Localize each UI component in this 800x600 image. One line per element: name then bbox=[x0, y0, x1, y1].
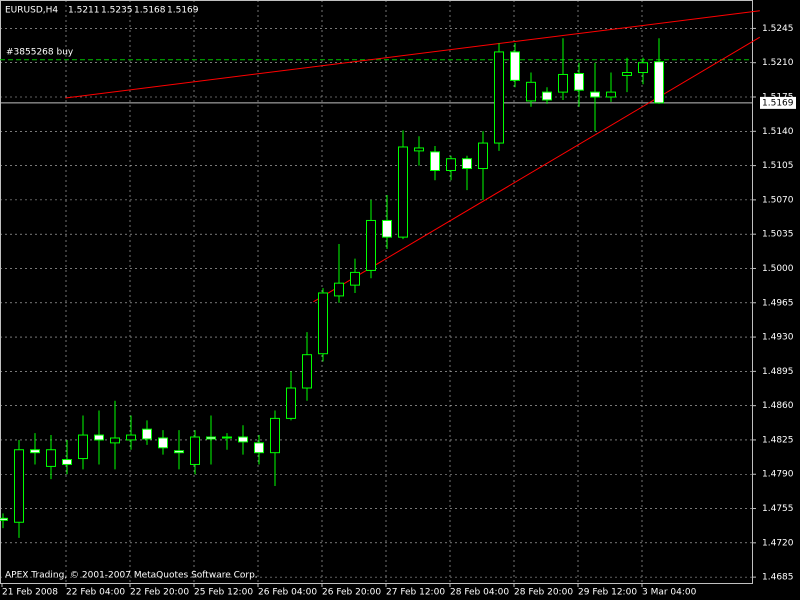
header-close: 1.5169 bbox=[167, 6, 199, 16]
x-tick-label: 29 Feb 12:00 bbox=[578, 588, 637, 598]
candle-body bbox=[174, 450, 184, 454]
candle-body bbox=[542, 91, 552, 101]
x-tick-label: 27 Feb 12:00 bbox=[386, 588, 445, 598]
candle-body bbox=[510, 51, 520, 81]
trendline bbox=[65, 10, 760, 99]
candle-body bbox=[382, 219, 392, 238]
plot-frame bbox=[0, 0, 753, 584]
candle-body bbox=[494, 51, 504, 144]
x-tick-label: 28 Feb 20:00 bbox=[514, 588, 573, 598]
x-tick-label: 22 Feb 04:00 bbox=[66, 588, 125, 598]
candle-body bbox=[318, 292, 328, 355]
y-tick-label: 1.4895 bbox=[762, 367, 794, 377]
y-tick-label: 1.4965 bbox=[762, 298, 794, 308]
y-tick-label: 1.4930 bbox=[762, 333, 794, 343]
candle-body bbox=[222, 436, 232, 439]
candle-body bbox=[414, 147, 424, 152]
x-tick-label: 21 Feb 2008 bbox=[2, 588, 58, 598]
candle-body bbox=[446, 158, 456, 171]
candle-body bbox=[238, 436, 248, 443]
y-tick-label: 1.5000 bbox=[762, 264, 794, 274]
y-tick-label: 1.5070 bbox=[762, 195, 794, 205]
x-tick-label: 26 Feb 04:00 bbox=[258, 588, 317, 598]
candle-body bbox=[142, 428, 152, 440]
candle-body bbox=[462, 158, 472, 170]
candle-body bbox=[30, 449, 40, 454]
candle-body bbox=[478, 142, 488, 170]
order-label: #3855268 buy bbox=[6, 47, 74, 57]
candle-body bbox=[286, 387, 296, 419]
x-tick-label: 26 Feb 20:00 bbox=[322, 588, 381, 598]
candle-body bbox=[350, 271, 360, 286]
candle-body bbox=[606, 91, 616, 98]
candle-body bbox=[190, 436, 200, 465]
y-tick-label: 1.4720 bbox=[762, 538, 794, 548]
y-tick-label: 1.4825 bbox=[762, 435, 794, 445]
y-tick-label: 1.4685 bbox=[762, 573, 794, 583]
candle-body bbox=[62, 459, 72, 465]
candle-body bbox=[622, 72, 632, 76]
y-tick-label: 1.5035 bbox=[762, 230, 794, 240]
candle-body bbox=[302, 354, 312, 389]
candle-body bbox=[126, 434, 136, 441]
candle-body bbox=[558, 73, 568, 93]
y-tick-label: 1.5140 bbox=[762, 127, 794, 137]
y-tick-label: 1.4860 bbox=[762, 401, 794, 411]
candle-body bbox=[254, 442, 264, 454]
candle-body bbox=[110, 437, 120, 444]
candle-body bbox=[366, 219, 376, 271]
y-tick-label: 1.5245 bbox=[762, 24, 794, 34]
symbol: EURUSD,H4 bbox=[5, 6, 58, 16]
candle-body bbox=[334, 282, 344, 297]
candle-body bbox=[94, 434, 104, 441]
candle-body bbox=[14, 449, 24, 523]
candle-body bbox=[574, 72, 584, 91]
y-tick-label: 1.4790 bbox=[762, 470, 794, 480]
candle-body bbox=[0, 517, 8, 521]
copyright: APEX Trading, © 2001-2007 MetaQuotes Sof… bbox=[5, 571, 258, 581]
x-tick-label: 22 Feb 20:00 bbox=[130, 588, 189, 598]
header-low: 1.5168 bbox=[134, 6, 166, 16]
candle-body bbox=[158, 437, 168, 449]
header-open: 1.5211 bbox=[68, 6, 100, 16]
candle-body bbox=[638, 62, 648, 74]
y-tick-label: 1.5210 bbox=[762, 58, 794, 68]
candle-body bbox=[398, 146, 408, 238]
bid-label-box bbox=[760, 96, 796, 109]
candle-body bbox=[206, 436, 216, 440]
candle-body bbox=[590, 91, 600, 98]
candle-body bbox=[430, 151, 440, 171]
y-tick-label: 1.4755 bbox=[762, 504, 794, 514]
candle-body bbox=[526, 81, 536, 102]
candle-body bbox=[78, 434, 88, 460]
candle-body bbox=[46, 449, 56, 467]
y-tick-label: 1.5105 bbox=[762, 161, 794, 171]
x-tick-label: 28 Feb 04:00 bbox=[450, 588, 509, 598]
bid-label: 1.5169 bbox=[762, 98, 794, 108]
x-tick-label: 3 Mar 04:00 bbox=[642, 588, 697, 598]
header-high: 1.5235 bbox=[101, 6, 133, 16]
candle-body bbox=[270, 417, 280, 454]
x-tick-label: 25 Feb 12:00 bbox=[194, 588, 253, 598]
trendline bbox=[313, 36, 761, 303]
candle-body bbox=[654, 61, 664, 104]
